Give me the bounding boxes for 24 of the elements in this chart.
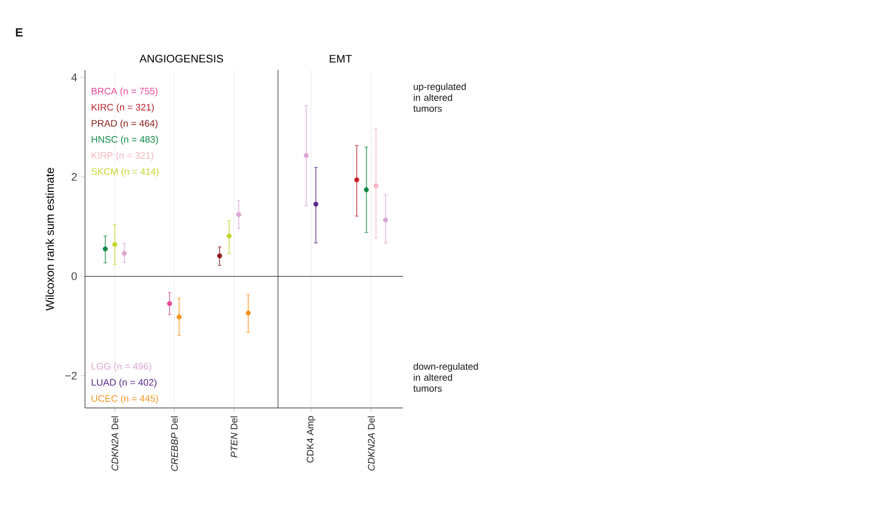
y-tick-label: 2 <box>72 173 77 181</box>
y-tick-label: −2 <box>65 372 77 380</box>
text: E <box>16 28 23 37</box>
text: PRAD (n = 464) <box>92 120 158 129</box>
text: BRCA (n = 755) <box>92 88 158 96</box>
text: LGG (n = 496) <box>92 362 152 372</box>
text: SKCM (n = 414) <box>91 168 159 177</box>
x-tick-label: CDKN2A Del <box>368 416 375 470</box>
text: UCEC (n = 445) <box>92 394 158 404</box>
chart-title: EMT <box>330 54 352 62</box>
x-tick-label: CDKN2A Del <box>111 416 118 470</box>
chart-title: ANGIOGENESIS <box>140 54 224 62</box>
text: down-regulated in altered tumors <box>413 362 478 392</box>
text: up-regulated in altered tumors <box>413 83 466 112</box>
y-axis-title: Wilcoxon rank sum estimate <box>45 168 54 311</box>
text: HNSC (n = 483) <box>92 136 158 145</box>
x-tick-label: CREBBP Del <box>170 416 178 471</box>
y-tick-label: 0 <box>72 272 77 280</box>
x-tick-label: PTEN Del <box>230 416 238 458</box>
y-tick-label: 4 <box>71 74 77 82</box>
legend-label: LUAD (n = 402) <box>92 378 156 388</box>
legend-label: KIRC (n = 321) <box>92 104 154 112</box>
x-tick-label: CDK4 Amp <box>306 416 316 463</box>
legend-label: KIRP (n = 321) <box>92 152 154 161</box>
